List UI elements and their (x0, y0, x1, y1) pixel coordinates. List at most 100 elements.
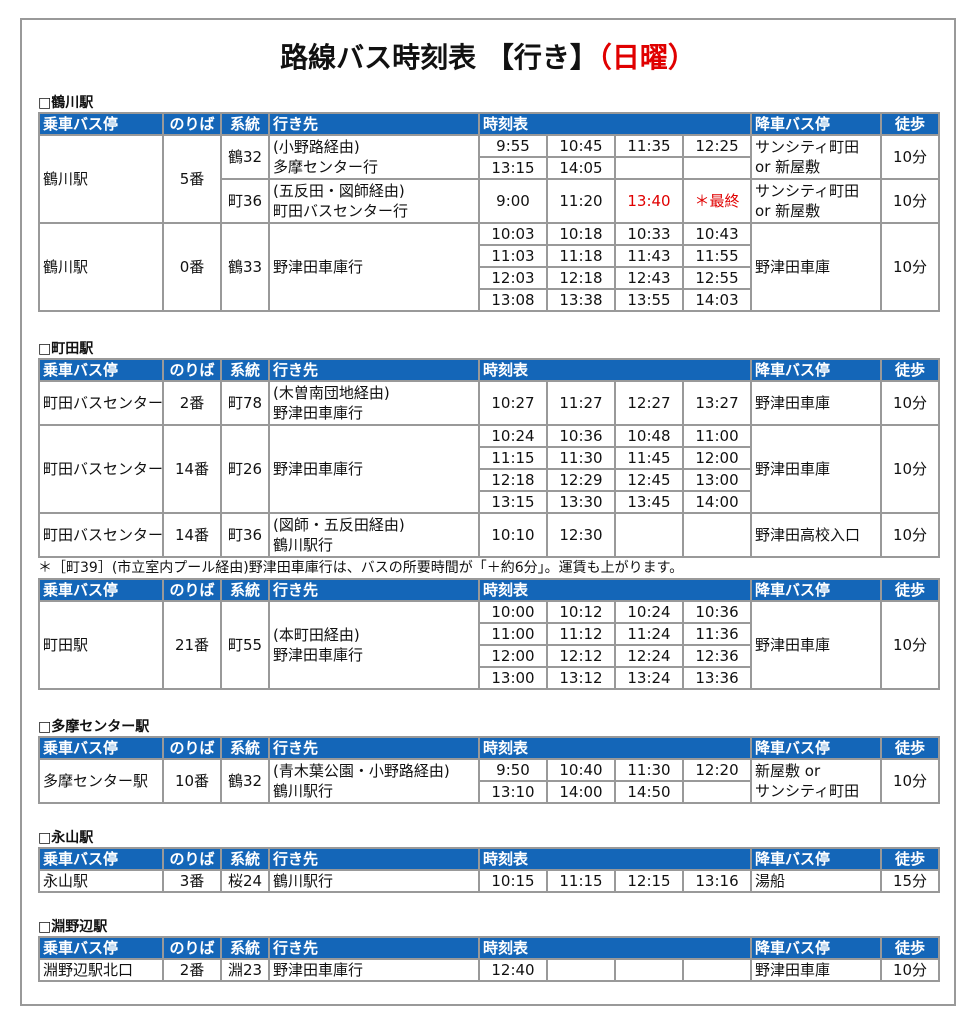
column-header: のりば (162, 578, 222, 602)
column-header: のりば (162, 736, 222, 760)
boarding-stop: 町田バスセンター (38, 424, 164, 514)
alighting-stop: 野津田高校入口 (750, 512, 883, 558)
alighting-stop: 湯船 (750, 869, 883, 893)
walk-time: 10分 (880, 600, 941, 690)
destination: 野津田車庫行 (268, 222, 480, 312)
table-row: 町田駅 21番 町55 (本町田経由) 野津田車庫行 10:00 10:12 10:24 10:… (38, 600, 941, 690)
route-code: 町36 (220, 512, 270, 558)
departure-time: 13:45 (614, 490, 684, 514)
boarding-stop: 永山駅 (38, 869, 164, 893)
departure-time: 11:30 (614, 758, 684, 782)
departure-time: 10:00 (478, 600, 548, 624)
column-header: 時刻表 (477, 112, 753, 136)
section-4: □淵野辺駅 乗車バス停 のりば 系統 行き先 時刻表 降車バス停 徒歩 淵野辺駅北口 2番 淵23 野… (38, 918, 941, 982)
text-line: 野津田車庫行 (273, 258, 364, 276)
column-header: 系統 (220, 358, 270, 382)
table-row: 町田バスセンター 2番 町78 (木曽南団地経由) 野津田車庫行 10:27 11:27 12… (38, 380, 941, 426)
departure-time: 11:00 (681, 424, 753, 448)
table-row: 13:08 13:38 13:55 14:03 (39, 288, 939, 312)
departure-time (614, 156, 684, 180)
alighting-stop: 野津田車庫 (750, 380, 883, 426)
platform: 14番 (162, 512, 222, 558)
column-header: 乗車バス停 (38, 578, 164, 602)
boarding-stop: 町田駅 (38, 600, 164, 690)
departure-time: 13:36 (681, 666, 753, 690)
column-header: 乗車バス停 (38, 358, 164, 382)
departure-time: 13:08 (478, 288, 548, 312)
departure-time: 12:55 (681, 266, 753, 290)
header-row: 乗車バス停 のりば 系統 行き先 時刻表 降車バス停 徒歩 (38, 112, 941, 136)
title-day: （日曜） (597, 41, 696, 74)
table-row: 12:18 12:29 12:45 13:00 (39, 468, 939, 492)
table-row: 11:03 11:18 11:43 11:55 (39, 244, 939, 268)
departure-time: 10:18 (546, 222, 616, 246)
alighting-stop: 野津田車庫 (750, 958, 883, 982)
timetable-table: 乗車バス停 のりば 系統 行き先 時刻表 降車バス停 徒歩 多摩センター駅 10番 鶴32 (青木葉… (38, 736, 941, 804)
departure-time: 12:27 (614, 380, 684, 426)
departure-time (681, 958, 753, 982)
departure-time: 11:24 (614, 622, 684, 646)
departure-time: 11:18 (546, 244, 616, 268)
departure-time (681, 512, 753, 558)
destination: (本町田経由) 野津田車庫行 (268, 600, 480, 690)
route-code: 桜24 (220, 869, 270, 893)
walk-time: 10分 (880, 134, 941, 180)
departure-time (546, 958, 616, 982)
departure-time: 13:16 (681, 869, 753, 893)
text-line: 鶴川駅行 (273, 536, 334, 554)
departure-time: 11:03 (478, 244, 548, 268)
departure-time: 11:20 (546, 178, 616, 224)
text-line: 湯船 (755, 872, 786, 890)
column-header: のりば (162, 112, 222, 136)
departure-time: ＊最終 (681, 178, 753, 224)
departure-time: 13:40 (614, 178, 684, 224)
alighting-stop: 野津田車庫 (750, 424, 883, 514)
platform: 14番 (162, 424, 222, 514)
route-code: 鶴33 (220, 222, 270, 312)
route-code: 町78 (220, 380, 270, 426)
boarding-stop: 町田バスセンター (38, 512, 164, 558)
table-row: 13:00 13:12 13:24 13:36 (39, 666, 939, 690)
departure-time: 10:48 (614, 424, 684, 448)
route-code: 町36 (220, 178, 270, 224)
text-line: 町田バスセンター行 (273, 202, 409, 220)
departure-time: 10:43 (681, 222, 753, 246)
departure-time: 13:15 (478, 156, 548, 180)
text-line: 野津田車庫 (755, 636, 831, 654)
text-line: (青木葉公園・小野路経由) (273, 762, 450, 780)
table-row: 13:15 14:05 (39, 156, 939, 180)
walk-time: 10分 (880, 178, 941, 224)
destination: (木曽南団地経由) 野津田車庫行 (268, 380, 480, 426)
column-header: 系統 (220, 736, 270, 760)
column-header: 行き先 (268, 358, 480, 382)
text-line: (小野路経由) (273, 138, 360, 156)
text-line: 野津田車庫 (755, 258, 831, 276)
footnote: ＊［町39］(市立室内プール経由)野津田車庫行は、バスの所要時間が「＋約6分」。… (38, 560, 684, 576)
walk-time: 10分 (880, 758, 941, 804)
table-row: 11:00 11:12 11:24 11:36 (39, 622, 939, 646)
section-title: □淵野辺駅 (38, 919, 108, 935)
destination: 野津田車庫行 (268, 958, 480, 982)
departure-time: 11:27 (546, 380, 616, 426)
timetable-table: 乗車バス停 のりば 系統 行き先 時刻表 降車バス停 徒歩 淵野辺駅北口 2番 淵23 野津田車庫行… (38, 936, 941, 982)
boarding-stop: 鶴川駅 (38, 134, 164, 224)
column-header: 行き先 (268, 847, 480, 871)
section-title: □町田駅 (38, 341, 94, 357)
column-header: 時刻表 (477, 736, 753, 760)
departure-time: 11:45 (614, 446, 684, 470)
departure-time: 13:27 (681, 380, 753, 426)
route-code: 淵23 (220, 958, 270, 982)
table-row: 13:15 13:30 13:45 14:00 (39, 490, 939, 514)
column-header: 時刻表 (477, 936, 753, 960)
departure-time (614, 512, 684, 558)
departure-time: 10:45 (546, 134, 616, 158)
text-line: サンシティ町田 (755, 182, 860, 200)
column-header: 系統 (220, 936, 270, 960)
departure-time: 13:15 (478, 490, 548, 514)
section-title: □永山駅 (38, 830, 94, 846)
departure-time: 13:00 (681, 468, 753, 492)
column-header: 行き先 (268, 736, 480, 760)
text-line: 新屋敷 or (755, 762, 821, 780)
departure-time: 14:03 (681, 288, 753, 312)
text-line: 多摩センター行 (273, 158, 379, 176)
